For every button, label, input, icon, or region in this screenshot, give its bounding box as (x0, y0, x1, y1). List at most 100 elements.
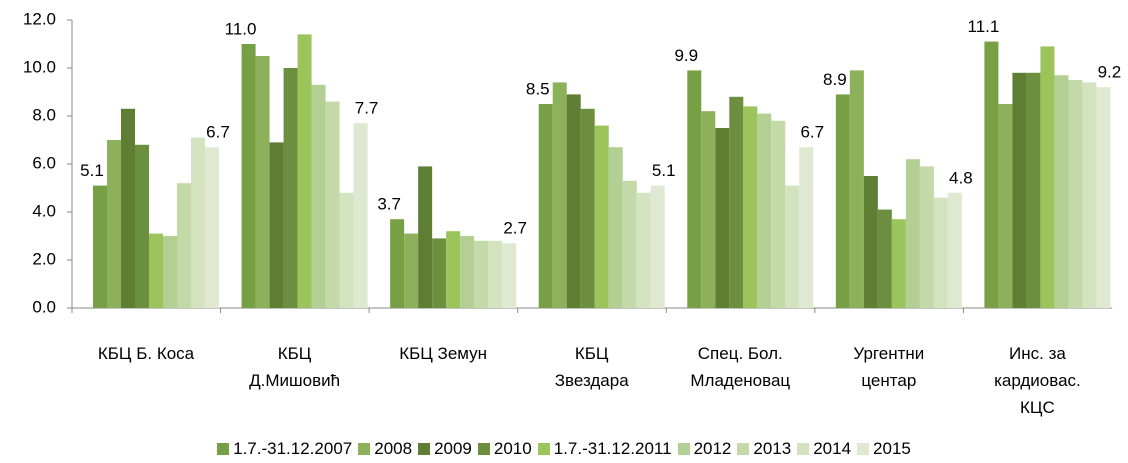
legend-label: 2015 (873, 439, 911, 458)
bar (353, 123, 368, 308)
bar (594, 125, 609, 308)
data-label: 11.0 (225, 19, 257, 38)
bar (1054, 75, 1069, 308)
legend-swatch (797, 443, 810, 455)
bar (418, 166, 433, 308)
data-label: 5.1 (80, 161, 104, 180)
bar (390, 219, 405, 308)
x-tick-label: КБЦ Б. Коса (97, 344, 195, 363)
x-tick-label: КБЦ Д.Мишовић (249, 344, 341, 390)
data-label: 5.1 (652, 161, 676, 180)
bar (283, 68, 298, 308)
bar (241, 44, 256, 308)
bar (729, 96, 744, 308)
legend-label: 2013 (753, 439, 792, 458)
bar (771, 120, 786, 308)
bar (1068, 80, 1083, 308)
y-tick-label: 10.0 (23, 57, 56, 76)
bar (580, 108, 595, 308)
legend-label: 1.7.-31.12.2011 (553, 439, 672, 458)
bar (863, 176, 878, 308)
bar (757, 113, 772, 308)
bar (849, 70, 864, 309)
bar (163, 236, 177, 308)
legend-swatch (477, 443, 490, 455)
bar (622, 180, 637, 308)
legend-label: 2012 (693, 439, 732, 458)
bar (460, 236, 475, 308)
bar (488, 240, 503, 308)
x-tick-label: Спец. Бол. Младеновац (690, 344, 791, 390)
bar (877, 209, 892, 308)
data-label: 6.7 (800, 123, 824, 142)
y-tick-label: 0.0 (32, 297, 56, 316)
bar (177, 183, 191, 308)
data-label: 6.7 (206, 123, 230, 142)
x-tick-label: Инс. за кардиовас. КЦС (994, 344, 1081, 417)
legend: 1.7.-31.12.2007 2008 2009 2010 1.7.-31.12.20… (0, 439, 1128, 459)
x-tick-label: КБЦ Звездара (554, 344, 629, 390)
bar (149, 233, 163, 308)
bar (107, 140, 121, 308)
x-tick-label: Ургентни центар (853, 344, 925, 390)
legend-item: 2010 (477, 439, 532, 459)
bar (799, 147, 814, 308)
legend-swatch (358, 443, 371, 455)
legend-label: 2014 (813, 439, 852, 458)
bar (269, 142, 284, 308)
bar (947, 192, 962, 308)
bar (325, 101, 340, 308)
bar (446, 231, 461, 308)
y-tick-label: 4.0 (32, 201, 56, 220)
legend-label: 1.7.-31.12.2007 (233, 439, 353, 458)
legend-label: 2010 (493, 439, 532, 458)
y-tick-label: 8.0 (32, 105, 56, 124)
legend-swatch (737, 443, 750, 455)
legend-item: 2015 (857, 439, 911, 459)
legend-swatch (418, 443, 431, 455)
bar (297, 34, 312, 309)
bar (474, 240, 489, 308)
y-tick-label: 6.0 (32, 153, 56, 172)
bar (1026, 72, 1041, 308)
legend-item: 1.7.-31.12.2007 (217, 439, 352, 459)
legend-item: 2013 (737, 439, 791, 459)
bar (1012, 72, 1027, 308)
bar (919, 166, 934, 308)
bar (715, 128, 730, 308)
bar (891, 219, 906, 308)
bar (552, 82, 567, 309)
bar (1096, 87, 1111, 308)
legend-swatch (677, 443, 690, 455)
bar (339, 192, 354, 308)
bar (502, 243, 517, 308)
legend-label: 2008 (374, 439, 413, 458)
bar (404, 233, 419, 308)
bar (255, 56, 270, 308)
bar (135, 144, 149, 308)
bar (650, 185, 665, 308)
legend-item: 1.7.-31.12.2011 (537, 439, 672, 459)
bar (1040, 46, 1055, 309)
legend-swatch (217, 443, 230, 455)
data-label: 2.7 (503, 219, 527, 238)
x-tick-label: КБЦ Земун (399, 344, 488, 363)
bar (191, 137, 205, 308)
data-label: 3.7 (377, 195, 401, 214)
bar (205, 147, 219, 308)
data-label: 9.9 (674, 46, 698, 65)
bar (608, 147, 623, 308)
legend-label: 2009 (434, 439, 472, 458)
bar (984, 41, 999, 308)
bar (743, 106, 758, 309)
legend-item: 2012 (677, 439, 732, 459)
y-tick-label: 2.0 (32, 249, 56, 268)
legend-swatch (537, 443, 550, 455)
bar (311, 84, 326, 308)
bar (701, 111, 716, 308)
legend-item: 2008 (358, 439, 412, 459)
bar (566, 94, 581, 309)
y-tick-label: 12.0 (23, 9, 56, 28)
bar (998, 104, 1013, 308)
